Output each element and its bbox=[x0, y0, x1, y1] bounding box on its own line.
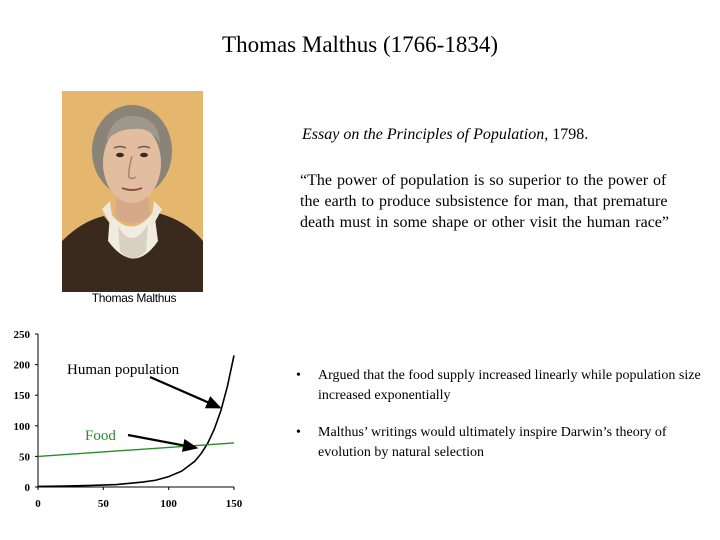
chart-annotations: Human population Food bbox=[67, 362, 222, 452]
slide-title: Thomas Malthus (1766-1834) bbox=[222, 32, 498, 57]
malthus-portrait bbox=[62, 91, 203, 292]
bullet-text: Malthus’ writings would ultimately inspi… bbox=[318, 425, 667, 460]
essay-year: , 1798. bbox=[544, 126, 589, 143]
y-tick-label: 150 bbox=[14, 390, 31, 402]
series-line bbox=[37, 442, 235, 458]
y-tick-label: 50 bbox=[19, 451, 31, 463]
bullet-symbol: • bbox=[296, 425, 301, 440]
bullet-item: • Argued that the food supply increased … bbox=[296, 366, 706, 406]
x-tick-label: 150 bbox=[226, 498, 243, 510]
y-tick-label: 100 bbox=[14, 421, 31, 433]
portrait-illustration bbox=[62, 91, 203, 292]
portrait-caption: Thomas Malthus bbox=[91, 291, 177, 305]
y-tick-label: 200 bbox=[14, 360, 31, 372]
malthus-quote: “The power of population is so superior … bbox=[300, 172, 670, 231]
chart-tick-labels: 0 50 100 150 200 250 0 50 100 150 bbox=[14, 329, 243, 510]
food-arrow bbox=[127, 433, 199, 452]
bullet-item: • Malthus’ writings would ultimately ins… bbox=[296, 423, 706, 463]
x-tick-label: 50 bbox=[98, 498, 110, 510]
x-tick-label: 100 bbox=[160, 498, 177, 510]
essay-citation: Essay on the Principles of Population, 1… bbox=[302, 126, 588, 144]
chart-series bbox=[37, 355, 235, 488]
bullet-text: Argued that the food supply increased li… bbox=[318, 368, 701, 403]
population-arrow bbox=[149, 375, 222, 409]
x-tick-label: 0 bbox=[35, 498, 41, 510]
series-line bbox=[37, 355, 235, 488]
bullet-list: • Argued that the food supply increased … bbox=[296, 366, 706, 480]
population-annotation: Human population bbox=[67, 362, 180, 378]
population-food-chart: 0 50 100 150 200 250 0 50 100 150 Human populatio… bbox=[14, 329, 243, 510]
y-tick-label: 0 bbox=[25, 482, 31, 494]
essay-title: Essay on the Principles of Population bbox=[302, 126, 545, 143]
bullet-symbol: • bbox=[296, 368, 301, 383]
chart-axes bbox=[37, 334, 234, 488]
y-tick-label: 250 bbox=[14, 329, 31, 341]
food-annotation: Food bbox=[85, 428, 116, 444]
